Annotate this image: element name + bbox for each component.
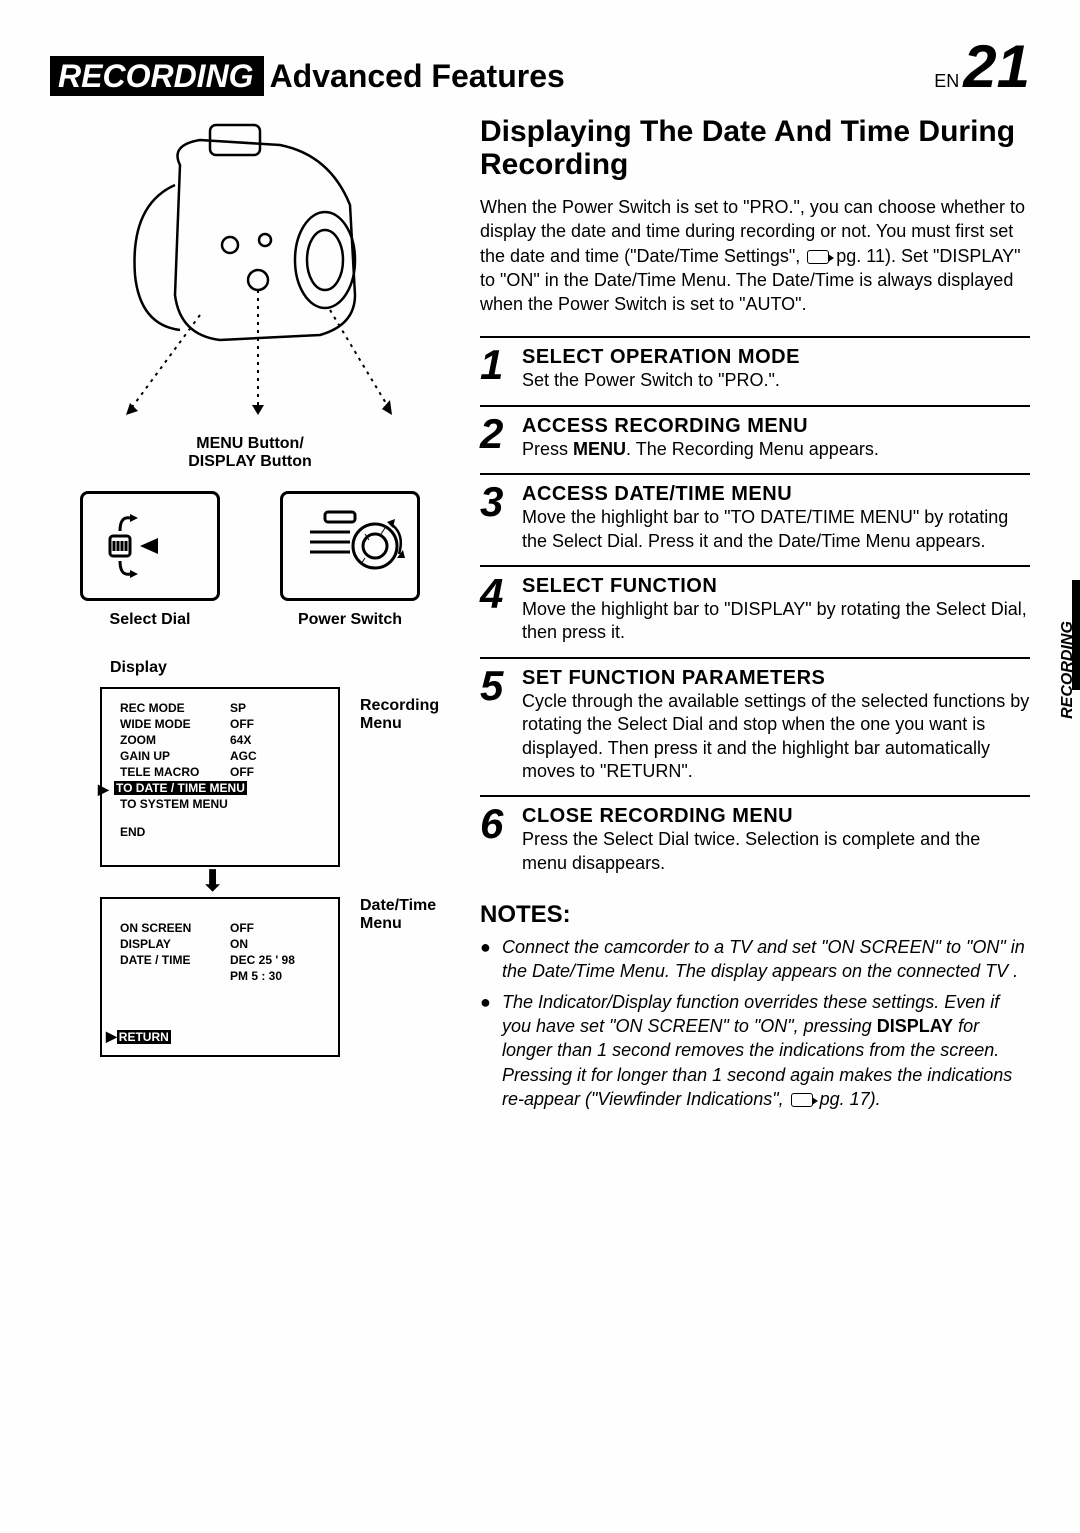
step-number: 5	[480, 667, 514, 784]
side-tab-label: RECORDING	[1059, 621, 1077, 719]
display-label: Display	[110, 659, 450, 677]
step-title: ACCESS DATE/TIME MENU	[522, 483, 1030, 506]
step-2: 2 ACCESS RECORDING MENU Press MENU. The …	[480, 405, 1030, 473]
select-dial-label: Select Dial	[70, 611, 230, 629]
power-switch-diagram	[280, 491, 420, 601]
step-text: Press the Select Dial twice. Selection i…	[522, 828, 1030, 875]
note-item: Connect the camcorder to a TV and set "O…	[480, 935, 1030, 984]
step-title: SELECT FUNCTION	[522, 575, 1030, 598]
step-1: 1 SELECT OPERATION MODE Set the Power Sw…	[480, 336, 1030, 404]
recording-menu-highlight: TO DATE / TIME MENU	[114, 781, 247, 795]
menu-cursor-icon: ▶	[98, 781, 109, 798]
step-text: Press MENU. The Recording Menu appears.	[522, 438, 1030, 461]
step-6: 6 CLOSE RECORDING MENU Press the Select …	[480, 795, 1030, 887]
recording-menu-box: REC MODESP WIDE MODEOFF ZOOM64X GAIN UPA…	[100, 687, 340, 867]
step-number: 4	[480, 575, 514, 645]
left-column: MENU Button/ DISPLAY Button	[50, 115, 450, 1117]
step-text: Cycle through the available settings of …	[522, 690, 1030, 784]
step-4: 4 SELECT FUNCTION Move the highlight bar…	[480, 565, 1030, 657]
select-dial-diagram	[80, 491, 220, 601]
step-title: CLOSE RECORDING MENU	[522, 805, 1030, 828]
control-labels: Select Dial Power Switch	[50, 611, 450, 629]
step-number: 2	[480, 415, 514, 461]
datetime-menu-box: ON SCREENOFF DISPLAYON DATE / TIMEDEC 25…	[100, 897, 340, 1057]
camcorder-illustration	[80, 115, 420, 425]
intro-paragraph: When the Power Switch is set to "PRO.", …	[480, 195, 1030, 316]
power-switch-label: Power Switch	[270, 611, 430, 629]
step-number: 6	[480, 805, 514, 875]
right-column: Displaying The Date And Time During Reco…	[480, 115, 1030, 1117]
step-title: ACCESS RECORDING MENU	[522, 415, 1030, 438]
menu-cursor-icon: ▶	[106, 1028, 117, 1044]
page-header: RECORDINGAdvanced Features EN 21	[50, 40, 1030, 95]
side-tab: RECORDING	[1056, 600, 1080, 740]
note-item: The Indicator/Display function overrides…	[480, 990, 1030, 1111]
page-ref-icon	[807, 250, 829, 264]
step-text: Move the highlight bar to "TO DATE/TIME …	[522, 506, 1030, 553]
datetime-menu-return: RETURN	[117, 1030, 171, 1044]
header-lang: EN	[934, 71, 959, 92]
section-title: Displaying The Date And Time During Reco…	[480, 115, 1030, 181]
header-section: RECORDING	[50, 56, 264, 96]
step-title: SET FUNCTION PARAMETERS	[522, 667, 1030, 690]
step-title: SELECT OPERATION MODE	[522, 346, 1030, 369]
step-text: Move the highlight bar to "DISPLAY" by r…	[522, 598, 1030, 645]
header-page-area: EN 21	[934, 40, 1030, 94]
header-subsection: Advanced Features	[270, 58, 565, 94]
recording-menu-label: Recording Menu	[360, 697, 450, 733]
step-number: 1	[480, 346, 514, 392]
down-arrow-icon: ⬇	[200, 867, 450, 897]
menu-display-button-label: MENU Button/ DISPLAY Button	[50, 435, 450, 471]
header-page-number: 21	[963, 40, 1030, 94]
notes-list: Connect the camcorder to a TV and set "O…	[480, 935, 1030, 1111]
notes-title: NOTES:	[480, 901, 1030, 929]
step-3: 3 ACCESS DATE/TIME MENU Move the highlig…	[480, 473, 1030, 565]
step-5: 5 SET FUNCTION PARAMETERS Cycle through …	[480, 657, 1030, 796]
main-content: MENU Button/ DISPLAY Button	[50, 115, 1030, 1117]
page-ref-icon	[791, 1093, 813, 1107]
step-text: Set the Power Switch to "PRO.".	[522, 369, 1030, 392]
controls-diagrams	[50, 491, 450, 601]
step-number: 3	[480, 483, 514, 553]
datetime-menu-label: Date/Time Menu	[360, 897, 450, 933]
header-title: RECORDINGAdvanced Features	[50, 58, 565, 95]
